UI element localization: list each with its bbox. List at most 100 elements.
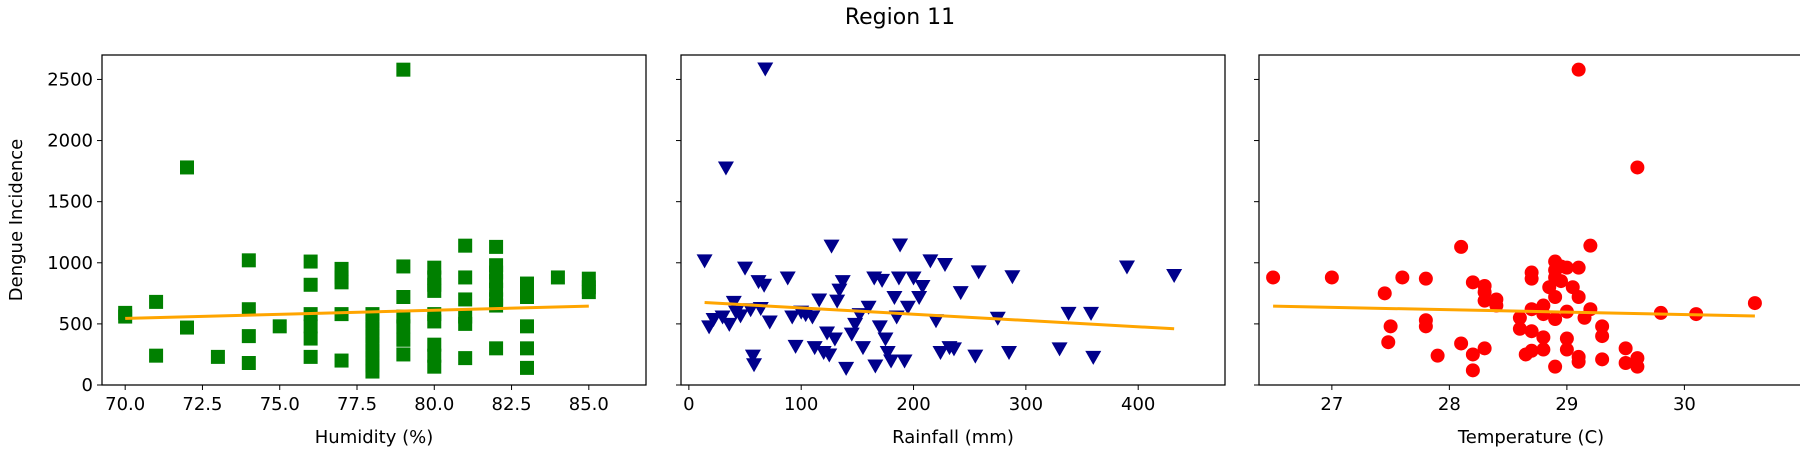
data-point-humidity (458, 316, 473, 331)
data-point-rainfall (829, 294, 846, 309)
data-point-humidity (427, 283, 442, 298)
data-point-humidity (520, 276, 534, 291)
data-point-rainfall (737, 261, 754, 276)
data-point-rainfall (911, 291, 928, 305)
y-tick-label: 1000 (47, 253, 93, 274)
trend-line-humidity (125, 304, 589, 320)
data-point-temperature (1583, 238, 1598, 253)
data-point-temperature (1383, 319, 1398, 334)
data-point-humidity (458, 292, 473, 307)
data-point-humidity (303, 331, 318, 346)
x-axis-label-rainfall: Rainfall (mm) (892, 427, 1014, 448)
data-point-rainfall (890, 271, 907, 286)
data-point-humidity (550, 270, 565, 285)
plot-area-temperature (1258, 54, 1800, 386)
x-tick-label: 85.0 (569, 394, 609, 415)
data-point-temperature (1465, 347, 1480, 362)
data-point-temperature (1559, 260, 1574, 275)
data-point-temperature (1618, 341, 1633, 356)
data-point-temperature (1559, 342, 1574, 357)
data-point-humidity (303, 349, 318, 364)
data-point-temperature (1554, 274, 1569, 289)
x-tick-label: 80.0 (414, 394, 454, 415)
data-point-humidity (520, 341, 534, 356)
data-point-temperature (1571, 260, 1586, 275)
data-point-temperature (1559, 331, 1574, 346)
data-point-rainfall (787, 339, 804, 354)
data-point-temperature (1618, 356, 1633, 370)
data-point-temperature (1595, 352, 1610, 367)
x-tick-label: 77.5 (337, 394, 377, 415)
data-point-rainfall (806, 341, 823, 356)
data-point-rainfall (877, 332, 894, 347)
data-point-rainfall (952, 286, 969, 301)
data-point-humidity (334, 275, 349, 290)
data-point-rainfall (756, 278, 773, 293)
data-point-rainfall (826, 332, 843, 347)
data-point-rainfall (847, 317, 864, 332)
data-point-rainfall (843, 327, 860, 342)
data-point-temperature (1571, 62, 1586, 77)
data-point-rainfall (714, 310, 731, 325)
data-point-humidity (427, 359, 442, 374)
x-tick-label: 27 (1320, 394, 1343, 415)
trend-line-temperature (1273, 304, 1755, 318)
x-axis-label-temperature: Temperature (C) (1457, 427, 1604, 448)
data-point-rainfall (883, 354, 900, 369)
data-point-rainfall (811, 293, 828, 308)
data-point-rainfall (819, 326, 836, 341)
data-point-temperature (1524, 324, 1539, 339)
y-tick-label: 2500 (47, 69, 93, 90)
data-point-temperature (1418, 319, 1433, 334)
data-point-rainfall (784, 310, 801, 325)
data-point-temperature (1324, 270, 1339, 285)
x-axis-label-humidity: Humidity (%) (315, 427, 434, 448)
data-point-rainfall (860, 300, 877, 315)
data-point-temperature (1536, 330, 1551, 345)
data-point-temperature (1512, 321, 1527, 336)
data-point-humidity (458, 238, 473, 253)
data-point-temperature (1595, 329, 1610, 344)
data-point-temperature (1571, 354, 1586, 369)
plot-area-humidity (101, 54, 647, 386)
data-point-rainfall (705, 313, 722, 327)
data-point-humidity (489, 239, 504, 254)
x-tick-label: 100 (784, 394, 818, 415)
data-point-rainfall (721, 317, 738, 332)
x-tick-label: 400 (1121, 394, 1155, 415)
data-point-humidity (396, 319, 411, 334)
x-tick-label: 75.0 (260, 394, 300, 415)
data-point-temperature (1536, 342, 1551, 357)
data-point-humidity (520, 290, 534, 304)
panel-rainfall: Rainfall (mm) 0 100 200 300 400 (676, 54, 1226, 448)
data-point-rainfall (967, 349, 984, 364)
data-point-humidity (458, 270, 473, 285)
data-point-rainfall (744, 349, 761, 364)
data-point-rainfall (854, 341, 871, 356)
y-tick-label: 2000 (47, 131, 93, 152)
panel-temperature: Temperature (C) 27 28 29 30 (1254, 54, 1800, 448)
data-point-humidity (489, 298, 504, 313)
data-point-humidity (149, 348, 164, 363)
data-point-temperature (1465, 275, 1480, 290)
data-point-rainfall (732, 309, 749, 324)
data-point-rainfall (896, 354, 913, 369)
data-point-temperature (1571, 290, 1586, 304)
data-point-humidity (427, 348, 442, 363)
data-point-temperature (1489, 298, 1504, 313)
data-point-rainfall (945, 342, 962, 357)
data-point-rainfall (1001, 346, 1018, 360)
data-point-rainfall (932, 346, 949, 360)
data-point-humidity (210, 349, 225, 364)
data-point-temperature (1747, 296, 1762, 311)
data-point-humidity (489, 341, 504, 356)
data-point-rainfall (834, 275, 851, 290)
data-point-rainfall (1166, 269, 1183, 283)
x-tick-label: 0 (683, 394, 694, 415)
data-point-rainfall (717, 161, 734, 176)
data-point-rainfall (970, 265, 987, 280)
data-point-temperature (1524, 271, 1539, 286)
data-point-temperature (1266, 270, 1281, 285)
data-point-humidity (396, 332, 411, 347)
data-point-humidity (396, 62, 411, 77)
